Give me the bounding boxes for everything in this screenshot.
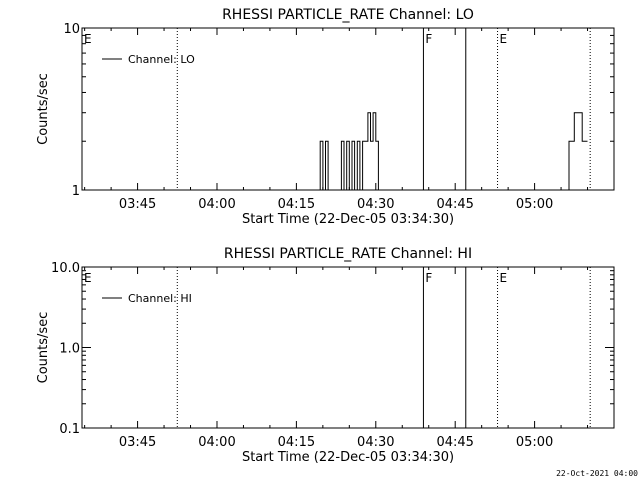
event-marker-label-e: E: [500, 32, 508, 46]
x-tick-label-0415: 04:15: [278, 197, 315, 212]
x-axis-label-hi: Start Time (22-Dec-05 03:34:30): [242, 450, 454, 465]
event-marker-label-e: E: [500, 271, 508, 285]
x-tick-label-0500: 05:00: [516, 435, 553, 450]
x-tick-label-0445: 04:45: [436, 435, 473, 450]
event-marker-label-e: E: [84, 32, 92, 46]
x-tick-label-0430: 04:30: [357, 197, 394, 212]
y-tick-label: 10.0: [51, 261, 80, 276]
plot-frame-lo: [81, 27, 615, 191]
y-tick-label: 1.0: [59, 342, 80, 357]
event-marker-label-e: E: [84, 271, 92, 285]
legend-label-lo: Channel: LO: [128, 53, 195, 66]
x-tick-label-0400: 04:00: [198, 197, 235, 212]
series-line-lo: [317, 112, 588, 191]
x-tick-label-0345: 03:45: [119, 197, 156, 212]
footer-timestamp: 22-Oct-2021 04:00: [556, 469, 638, 478]
x-tick-label-0445: 04:45: [436, 197, 473, 212]
y-axis-label-hi: Counts/sec: [36, 312, 51, 384]
x-tick-label-0400: 04:00: [198, 435, 235, 450]
y-axis-label-lo: Counts/sec: [36, 73, 51, 145]
y-tick-label: 0.1: [59, 422, 80, 437]
x-tick-label-0430: 04:30: [357, 435, 394, 450]
event-marker-label-f: F: [425, 271, 432, 285]
event-marker-label-f: F: [425, 32, 432, 46]
x-tick-label-0345: 03:45: [119, 435, 156, 450]
x-axis-label-lo: Start Time (22-Dec-05 03:34:30): [242, 212, 454, 227]
chart-title-hi: RHESSI PARTICLE_RATE Channel: HI: [224, 246, 472, 262]
y-tick-label: 1: [72, 184, 80, 199]
y-tick-label: 10: [63, 22, 80, 37]
x-tick-label-0500: 05:00: [516, 197, 553, 212]
chart-title-lo: RHESSI PARTICLE_RATE Channel: LO: [222, 7, 474, 23]
x-tick-label-0415: 04:15: [278, 435, 315, 450]
legend-label-hi: Channel: HI: [128, 292, 192, 305]
